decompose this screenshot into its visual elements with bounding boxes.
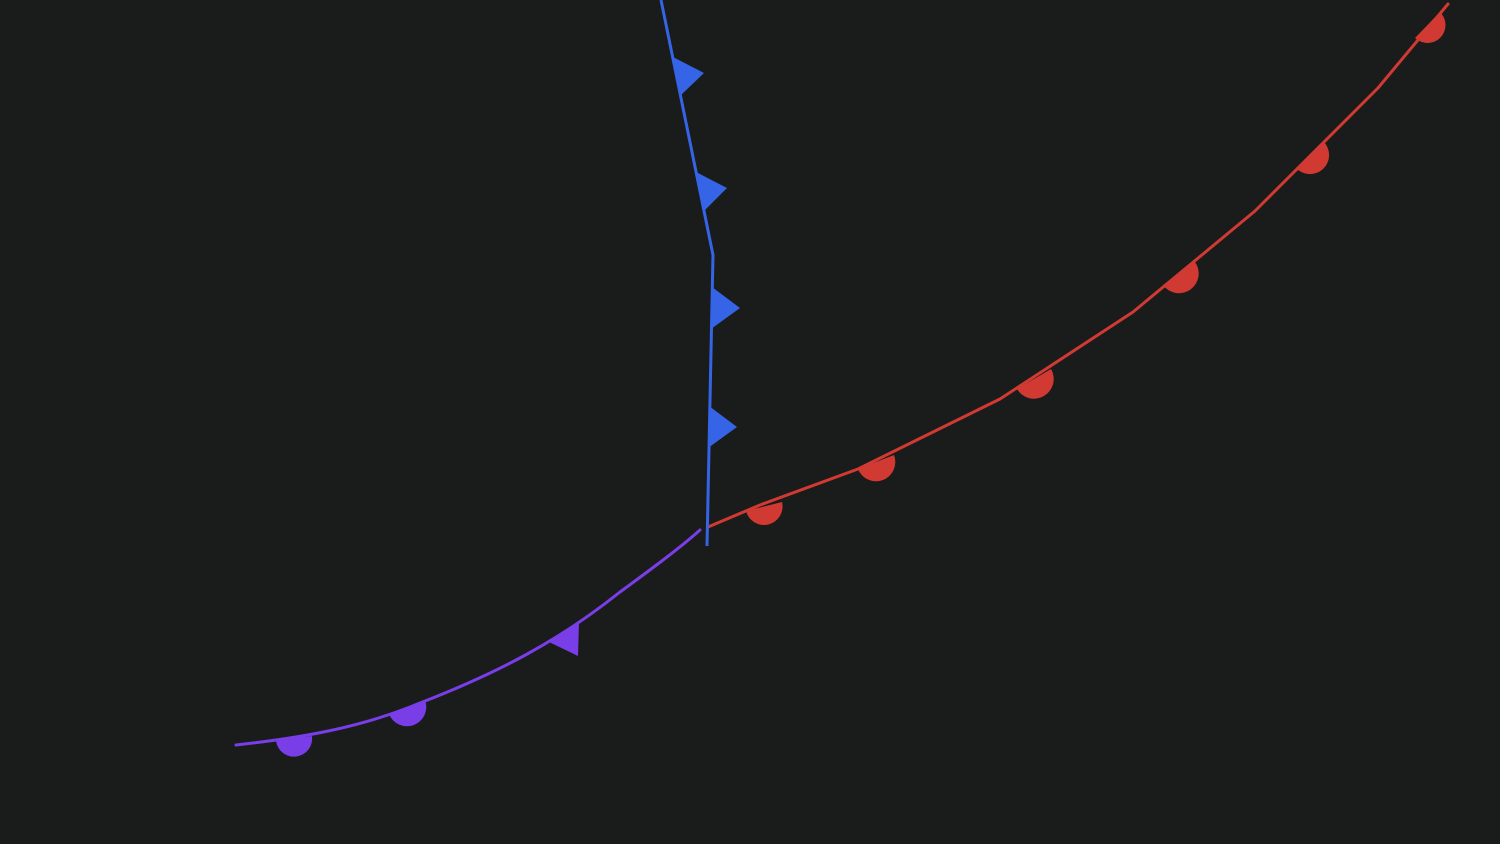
- warm-front-semicircle: [1296, 142, 1330, 175]
- cold-front-line[interactable]: [659, 0, 715, 547]
- cold-front-triangle: [696, 172, 727, 211]
- cold-front-triangle: [711, 287, 740, 329]
- cold-front[interactable]: [659, 0, 740, 547]
- warm-front[interactable]: [706, 2, 1450, 529]
- occluded-front-triangle: [547, 622, 579, 656]
- warm-front-line[interactable]: [706, 2, 1450, 529]
- occluded-front-line[interactable]: [234, 528, 702, 747]
- warm-front-semicircle: [1415, 12, 1446, 44]
- cold-front-triangle: [673, 57, 704, 95]
- warm-front-semicircle: [1163, 262, 1199, 294]
- warm-front-semicircle: [1017, 369, 1054, 399]
- warm-front-semicircle: [858, 455, 896, 482]
- warm-front-semicircle: [746, 502, 783, 526]
- occluded-front[interactable]: [234, 528, 702, 757]
- occluded-front-semicircle: [389, 700, 427, 727]
- occluded-front-semicircle: [276, 736, 313, 757]
- cold-front-triangle: [708, 406, 737, 448]
